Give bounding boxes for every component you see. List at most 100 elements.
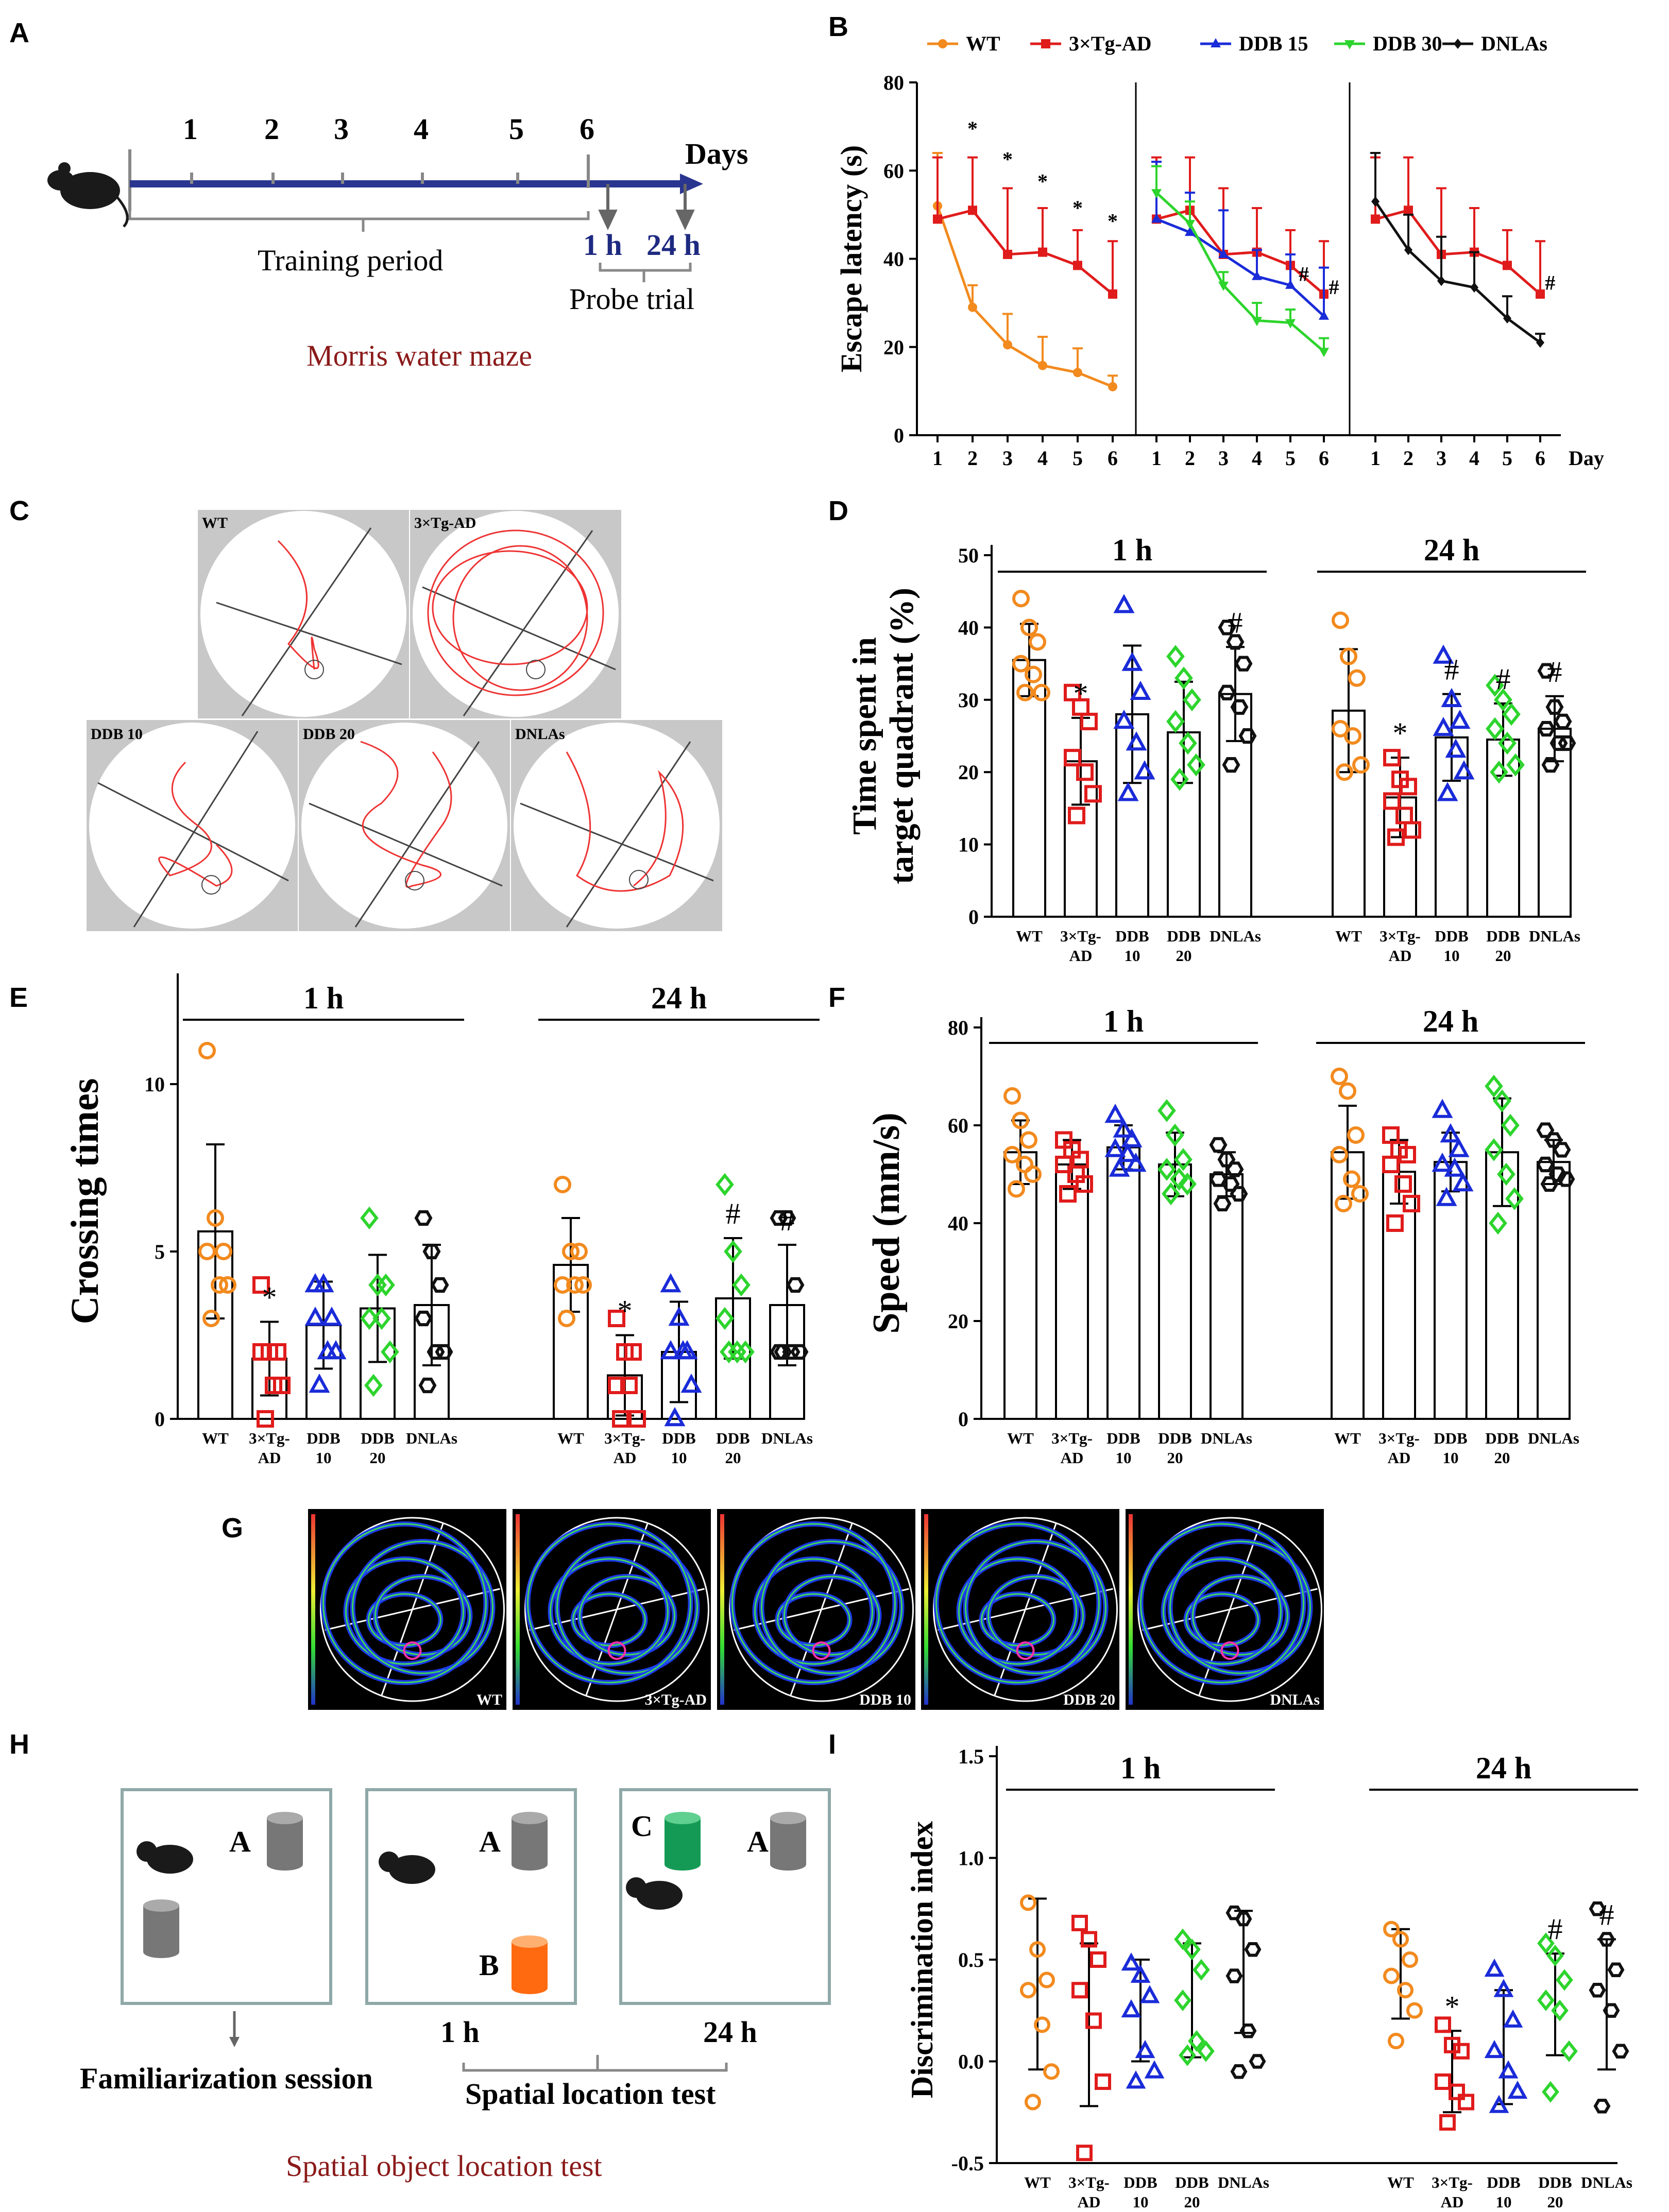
data-point (198, 1042, 216, 1059)
x-category-label: 3×Tg- (1068, 2173, 1110, 2191)
data-point (1076, 763, 1094, 781)
significance-mark: * (1393, 716, 1408, 750)
data-point (1319, 348, 1329, 357)
x-category-label: 20 (1176, 947, 1192, 965)
x-category-label: WT (1334, 1429, 1361, 1447)
x-category-label: DDB (1175, 2173, 1208, 2191)
data-point (1536, 289, 1545, 299)
y-tick-label: 80 (948, 1016, 968, 1039)
data-point (1244, 1942, 1262, 1957)
x-category-label: WT (1016, 927, 1043, 945)
data-point (660, 1273, 682, 1293)
data-point (1388, 2033, 1404, 2049)
legend-label: WT (966, 32, 1000, 55)
data-point (1121, 1128, 1143, 1147)
y-tick-label: 20 (948, 1310, 968, 1333)
data-point (1170, 1168, 1188, 1191)
data-point (774, 1344, 792, 1360)
legend-label: DNLAs (1481, 32, 1547, 55)
data-point (1453, 760, 1475, 780)
x-category-label: AD (1069, 947, 1093, 965)
data-point (1085, 2012, 1102, 2029)
x-tick-label: 6 (1319, 447, 1329, 470)
data-point (1545, 699, 1564, 715)
data-point (1537, 721, 1556, 737)
object-label-b: B (479, 1948, 499, 1982)
data-point (269, 1343, 286, 1361)
data-point (1589, 1901, 1606, 1916)
data-point (628, 1410, 646, 1428)
panel-g-heatmaps: WT 3×Tg-AD DDB 10 DDB 20 DNLAs (308, 1509, 1324, 1710)
y-tick-label: 60 (948, 1114, 968, 1137)
significance-mark: * (1108, 210, 1118, 233)
day-number-2: 2 (264, 112, 279, 146)
heatmap-background (717, 1509, 915, 1710)
data-point (1331, 1068, 1348, 1085)
y-tick-label: 40 (948, 1212, 968, 1235)
y-tick-label: 0 (968, 905, 979, 929)
data-point (1436, 1187, 1457, 1206)
x-category-label: DDB (716, 1429, 750, 1447)
data-point (1117, 1142, 1138, 1162)
data-point (1432, 1152, 1453, 1172)
data-point (1235, 1911, 1252, 1927)
data-point (1537, 1989, 1555, 2012)
x-category-label: 10 (1133, 2193, 1149, 2211)
morris-title: Morris water maze (306, 339, 532, 372)
data-point (252, 1343, 270, 1361)
panel-letter-i: I (828, 1729, 836, 1760)
y-axis-title: Crossing times (63, 1078, 107, 1325)
heatmap-wt: WT (308, 1509, 506, 1710)
x-category-label: DNLAs (1218, 2173, 1269, 2191)
data-point (724, 1240, 742, 1263)
data-point (1113, 709, 1135, 729)
x-category-label: AD (1061, 1449, 1084, 1467)
data-point (1339, 1082, 1356, 1100)
data-point (1104, 1138, 1126, 1157)
x-tick-label: 6 (1535, 447, 1545, 470)
heat-trace-core (1169, 1540, 1311, 1674)
data-point (1197, 2040, 1215, 2062)
y-axis-title: target quadrant (%) (883, 588, 921, 884)
y-tick-label: 0 (155, 1408, 165, 1431)
data-point (198, 1243, 216, 1260)
data-point (1490, 760, 1508, 784)
data-point (321, 1306, 343, 1326)
data-point (1008, 1180, 1025, 1198)
data-point (1404, 205, 1413, 215)
bar (1055, 1163, 1089, 1420)
data-point (680, 1373, 702, 1393)
data-point (1095, 2073, 1111, 2090)
data-point (1612, 2044, 1629, 2059)
significance-mark: * (1074, 677, 1088, 710)
track-label-wt: WT (202, 515, 228, 531)
data-point (1589, 1982, 1606, 1998)
data-point (1003, 249, 1012, 259)
x-category-label: DDB (1486, 927, 1520, 945)
data-point (1121, 1952, 1142, 1971)
y-axis-title: Discrimination index (905, 1821, 939, 2098)
data-point (612, 1410, 629, 1428)
significance-mark: # (1599, 1898, 1614, 1932)
data-point (1344, 727, 1361, 745)
group-header-label: 1 h (1120, 1751, 1161, 1785)
data-point (1252, 270, 1262, 280)
data-point (1218, 281, 1229, 291)
data-point (1542, 2081, 1559, 2103)
data-point (1239, 2023, 1257, 2038)
object-label-a3: A (747, 1825, 769, 1858)
data-point (1193, 1959, 1210, 1981)
data-point (273, 1377, 291, 1394)
data-point (1252, 317, 1262, 327)
data-point (1402, 1951, 1418, 1968)
x-category-label: 3×Tg- (1378, 1429, 1420, 1447)
bar (1537, 1161, 1571, 1420)
data-point (1537, 663, 1556, 679)
data-point (1404, 245, 1412, 255)
y-axis-title: Escape latency (s) (835, 145, 868, 372)
significance-mark: # (726, 1197, 741, 1230)
heat-trace-core (345, 1558, 464, 1665)
data-point (608, 1310, 625, 1327)
data-point (562, 1243, 580, 1260)
y-tick-label: 40 (958, 616, 979, 639)
